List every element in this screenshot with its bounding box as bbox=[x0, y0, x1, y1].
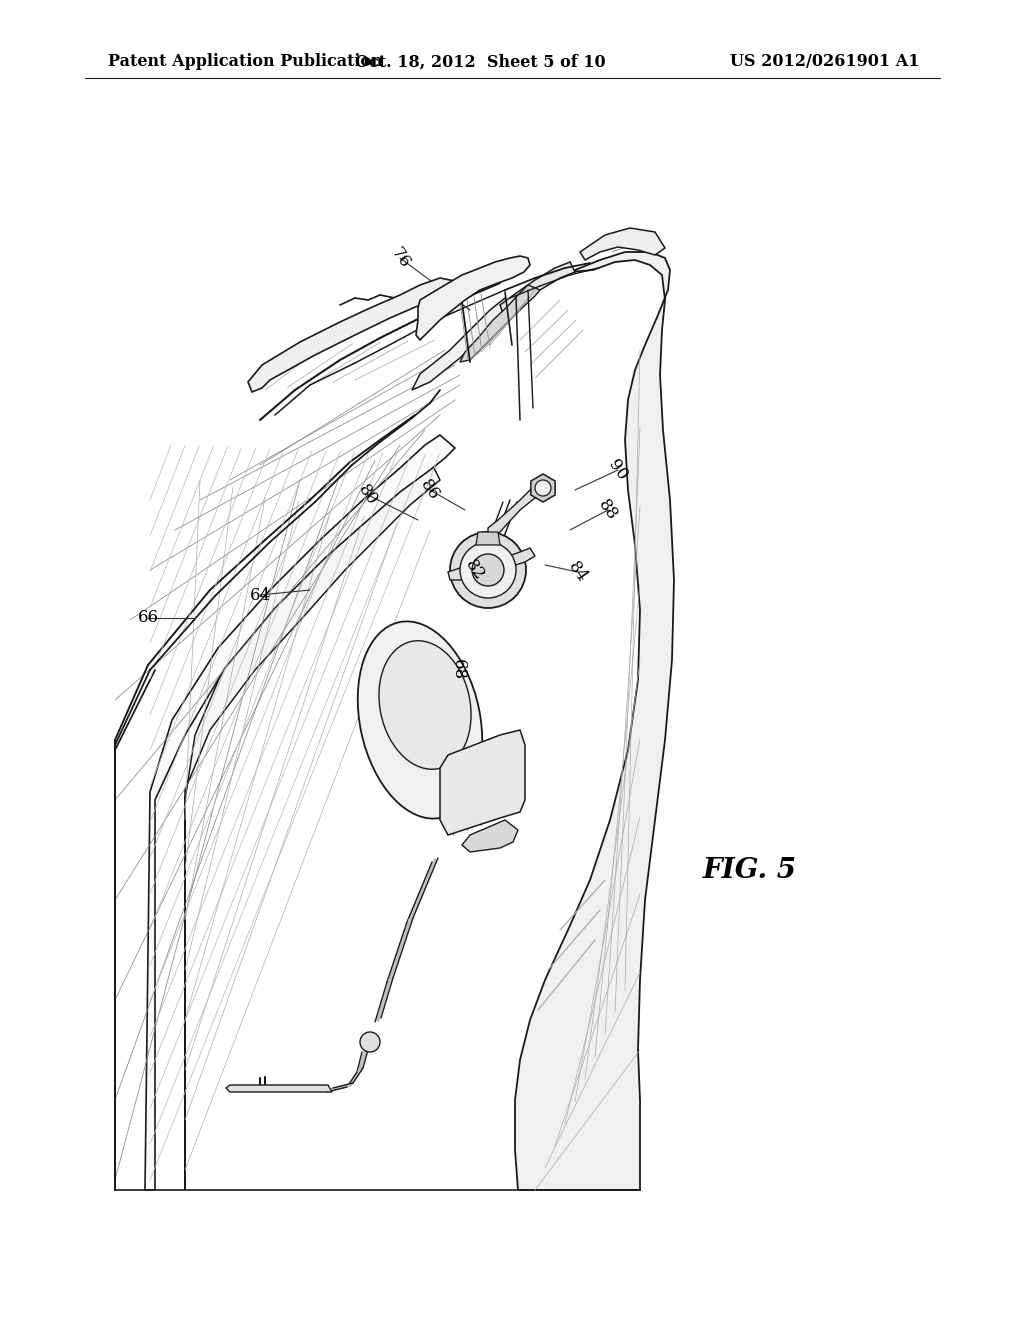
Polygon shape bbox=[412, 298, 510, 389]
Text: Oct. 18, 2012  Sheet 5 of 10: Oct. 18, 2012 Sheet 5 of 10 bbox=[354, 54, 605, 70]
Polygon shape bbox=[515, 252, 674, 1191]
Text: 64: 64 bbox=[250, 586, 270, 603]
Circle shape bbox=[450, 532, 526, 609]
Ellipse shape bbox=[357, 622, 482, 818]
Polygon shape bbox=[476, 532, 500, 545]
Polygon shape bbox=[440, 730, 525, 836]
Text: 86: 86 bbox=[417, 477, 443, 503]
Circle shape bbox=[535, 480, 551, 496]
Text: 68: 68 bbox=[450, 660, 467, 681]
Polygon shape bbox=[145, 436, 455, 1191]
Polygon shape bbox=[248, 279, 460, 392]
Circle shape bbox=[360, 1032, 380, 1052]
Circle shape bbox=[472, 554, 504, 586]
Circle shape bbox=[460, 543, 516, 598]
Polygon shape bbox=[416, 256, 530, 341]
Text: 82: 82 bbox=[462, 557, 488, 583]
Text: 84: 84 bbox=[565, 558, 591, 586]
Text: US 2012/0261901 A1: US 2012/0261901 A1 bbox=[730, 54, 920, 70]
Polygon shape bbox=[185, 459, 440, 1191]
Polygon shape bbox=[530, 474, 555, 502]
Polygon shape bbox=[580, 228, 665, 260]
Polygon shape bbox=[226, 1085, 332, 1092]
Text: FIG. 5: FIG. 5 bbox=[703, 857, 797, 883]
Polygon shape bbox=[500, 261, 575, 318]
Text: 90: 90 bbox=[605, 457, 631, 483]
Text: Patent Application Publication: Patent Application Publication bbox=[108, 54, 383, 70]
Text: 66: 66 bbox=[137, 610, 159, 627]
Ellipse shape bbox=[379, 640, 471, 770]
Polygon shape bbox=[460, 285, 540, 362]
Polygon shape bbox=[462, 820, 518, 851]
Text: 76: 76 bbox=[387, 244, 413, 272]
Polygon shape bbox=[488, 482, 543, 535]
Text: 80: 80 bbox=[355, 482, 381, 508]
Text: 88: 88 bbox=[595, 496, 622, 524]
Polygon shape bbox=[449, 548, 535, 579]
